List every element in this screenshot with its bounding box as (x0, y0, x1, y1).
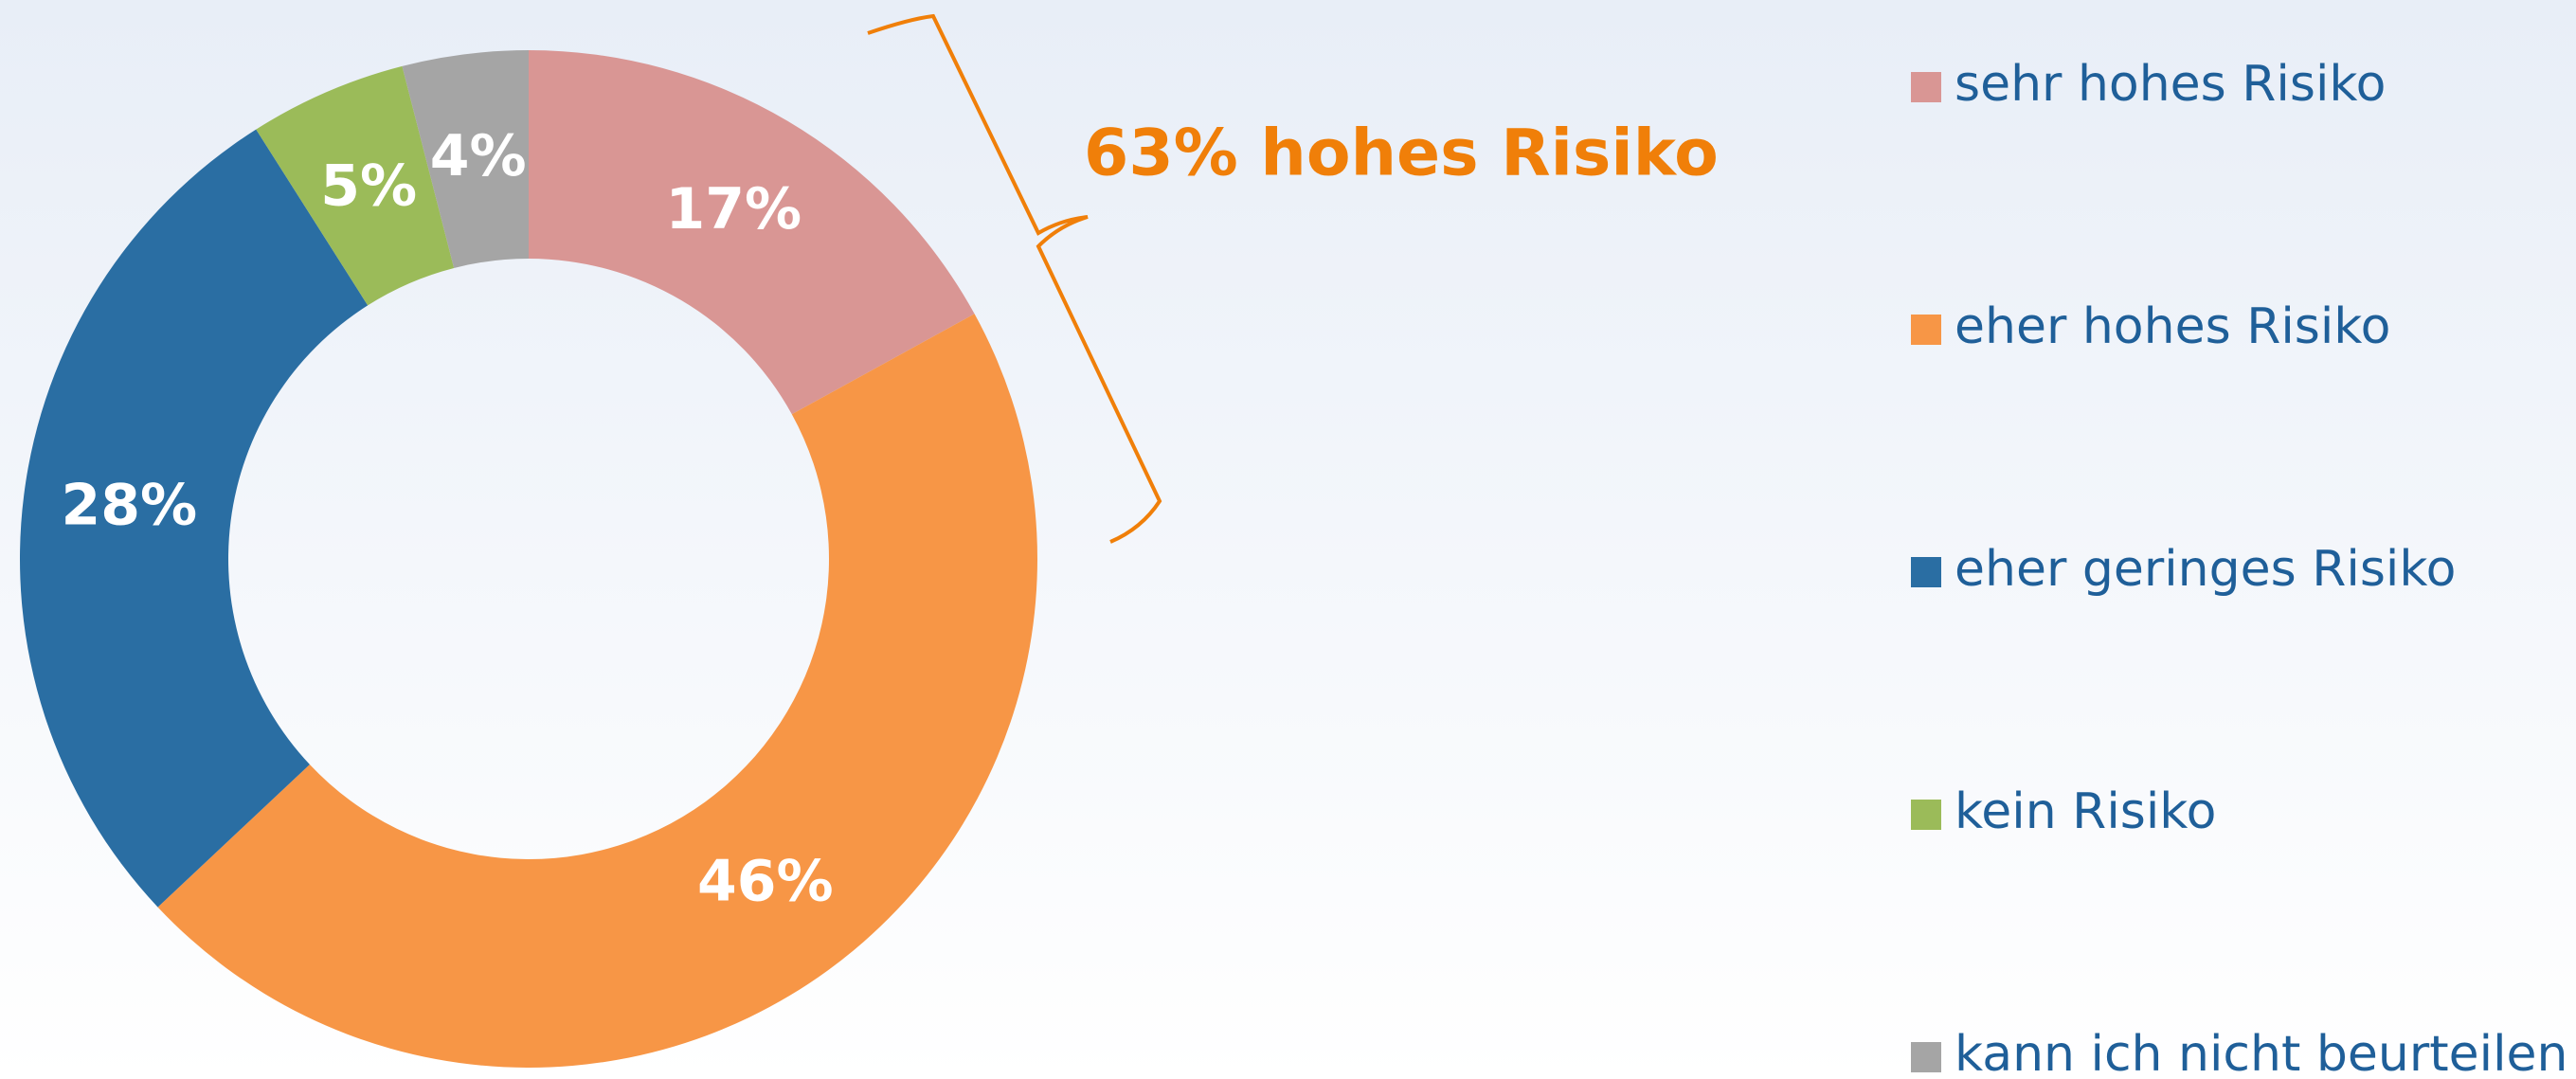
donut-slice (19, 129, 369, 908)
legend-label: eher geringes Risiko (1955, 541, 2456, 598)
donut-slice (402, 50, 529, 268)
legend-swatch (1911, 557, 1941, 587)
donut-slice (256, 65, 455, 306)
value-label: 5% (320, 153, 417, 220)
legend-swatch (1911, 72, 1941, 102)
donut-slice (529, 50, 975, 415)
annotation: 63% hohes Risiko (1084, 117, 1719, 191)
legend-label: kein Risiko (1955, 783, 2216, 840)
value-label: 17% (666, 176, 802, 243)
value-label: 4% (430, 123, 527, 189)
value-label: 46% (697, 848, 834, 914)
brace (867, 13, 1162, 544)
donut-slice (157, 314, 1038, 1068)
legend-swatch (1911, 315, 1941, 345)
value-label: 28% (62, 472, 198, 538)
legend-swatch (1911, 800, 1941, 830)
legend-label: sehr hohes Risiko (1955, 56, 2386, 113)
legend-swatch (1911, 1042, 1941, 1072)
legend-label: kann ich nicht beurteilen (1955, 1026, 2567, 1079)
legend-label: eher hohes Risiko (1955, 298, 2390, 355)
